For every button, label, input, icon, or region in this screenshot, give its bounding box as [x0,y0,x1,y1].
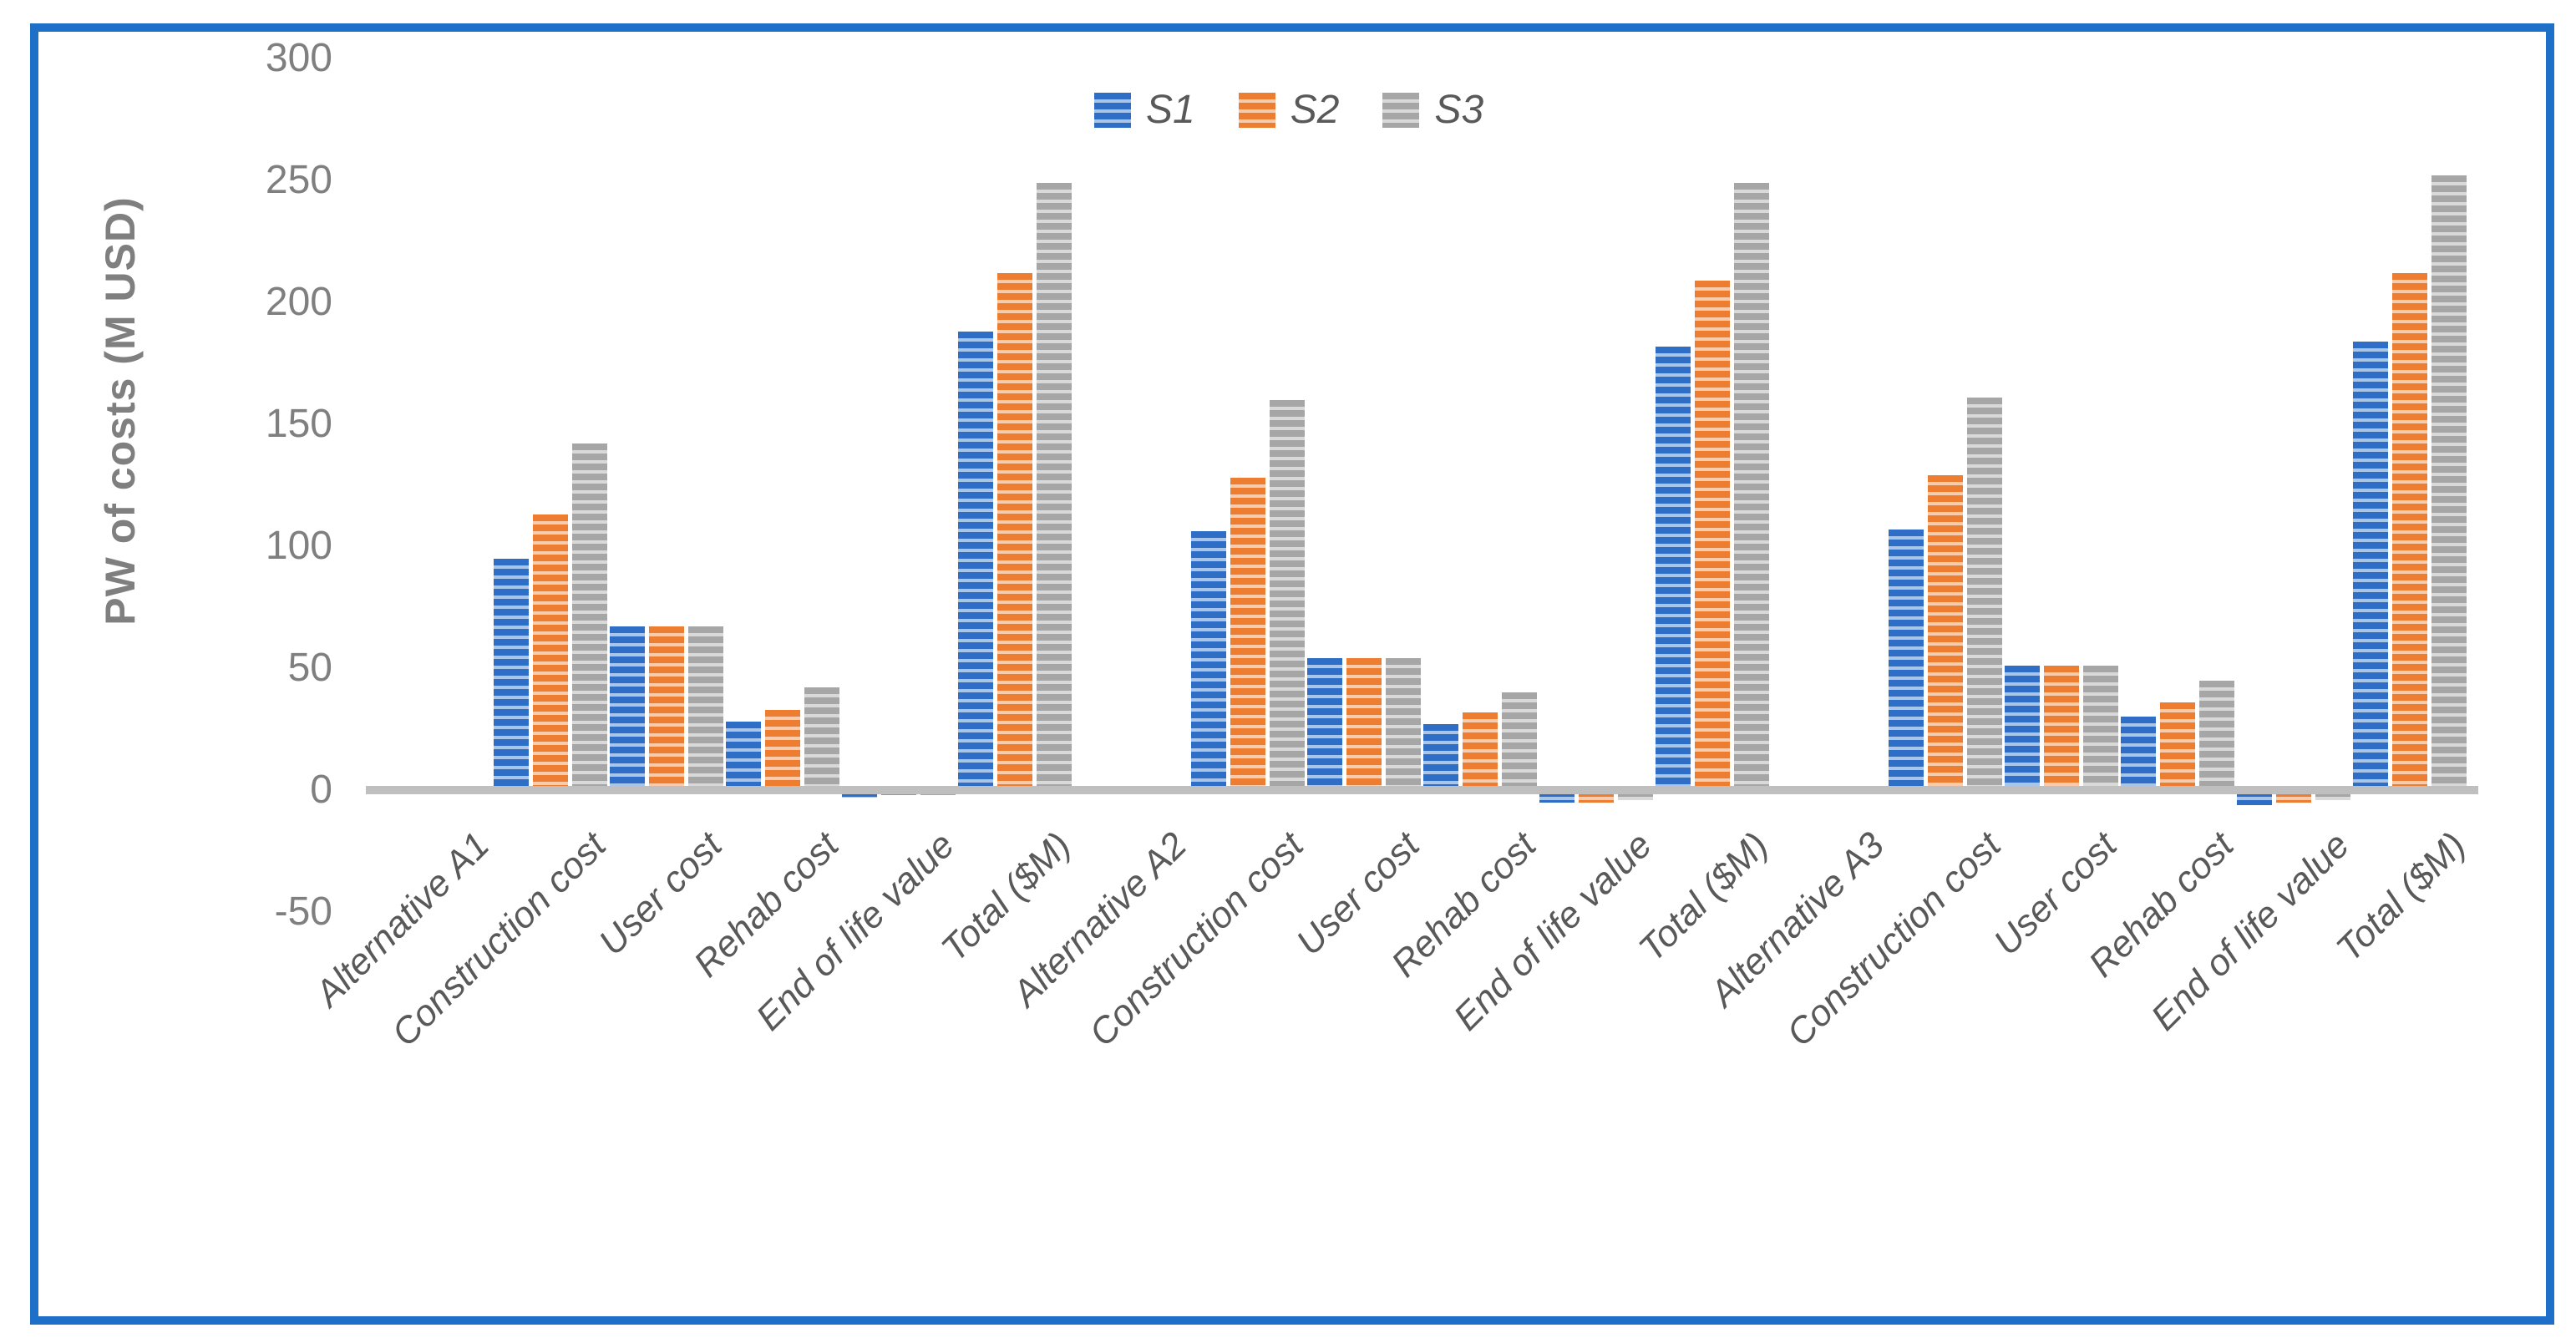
legend-swatch-s3 [1382,92,1420,128]
legend: S1 S2 S3 [1094,87,1483,133]
bar-s1-rehab-cost [2121,717,2157,790]
bar-s3-construction-cost [1966,397,2002,790]
y-tick-label: -50 [274,889,332,934]
bar-s3-end-of-life-value [1618,790,1654,800]
legend-item-s3: S3 [1382,87,1483,133]
bar-s1-total-m [1656,346,1691,790]
bar-s3-rehab-cost [804,687,840,790]
legend-item-s2: S2 [1238,87,1340,133]
figure-border [30,23,2554,1325]
bar-s1-construction-cost [1888,529,1924,790]
bar-s2-user-cost [648,626,684,790]
bar-s3-end-of-life-value [2315,790,2351,800]
y-axis-title: PW of costs (M USD) [97,196,144,626]
bar-s3-total-m [1037,182,1072,790]
legend-swatch-s1 [1094,92,1131,128]
bar-s2-rehab-cost [765,709,801,790]
bar-s2-user-cost [2043,666,2079,790]
y-tick-label: 300 [265,36,332,80]
bar-s1-total-m [2353,341,2389,790]
bar-s3-rehab-cost [2199,680,2235,790]
bar-s3-construction-cost [1269,399,1305,790]
bar-s2-total-m [1695,280,1731,790]
bar-s2-user-cost [1346,658,1382,790]
legend-swatch-s2 [1238,92,1275,128]
bar-s3-user-cost [1385,658,1421,790]
y-tick-label: 100 [265,524,332,568]
bar-s3-total-m [1734,182,1770,790]
bar-s3-rehab-cost [1502,692,1538,790]
bar-s1-rehab-cost [1423,724,1459,790]
legend-item-s1: S1 [1094,87,1195,133]
bar-s3-construction-cost [571,443,607,790]
bar-s2-total-m [997,272,1033,790]
bar-s2-construction-cost [1230,478,1265,790]
legend-label-s2: S2 [1290,88,1340,132]
y-tick-label: 250 [265,158,332,202]
bar-s2-rehab-cost [1463,712,1498,790]
x-axis-line [366,786,2478,794]
y-tick-label: 150 [265,402,332,446]
y-tick-label: 200 [265,280,332,324]
legend-label-s3: S3 [1434,88,1484,132]
bar-s1-construction-cost [1190,531,1226,790]
bar-s1-user-cost [1306,658,1342,790]
bar-s1-rehab-cost [726,722,762,790]
bar-s2-construction-cost [532,514,568,790]
bar-s1-construction-cost [493,558,529,790]
bar-s3-user-cost [687,626,723,790]
y-tick-label: 0 [310,768,332,812]
bar-s2-construction-cost [1927,475,1963,790]
bar-s2-total-m [2392,272,2428,790]
legend-label-s1: S1 [1146,88,1195,132]
bar-s2-rehab-cost [2160,702,2196,790]
y-tick-label: 50 [287,646,332,690]
bar-s1-user-cost [609,626,645,790]
bar-s3-user-cost [2082,666,2118,790]
bar-s1-user-cost [2004,666,2040,790]
bar-s3-total-m [2431,175,2467,790]
bar-s1-total-m [958,332,994,790]
